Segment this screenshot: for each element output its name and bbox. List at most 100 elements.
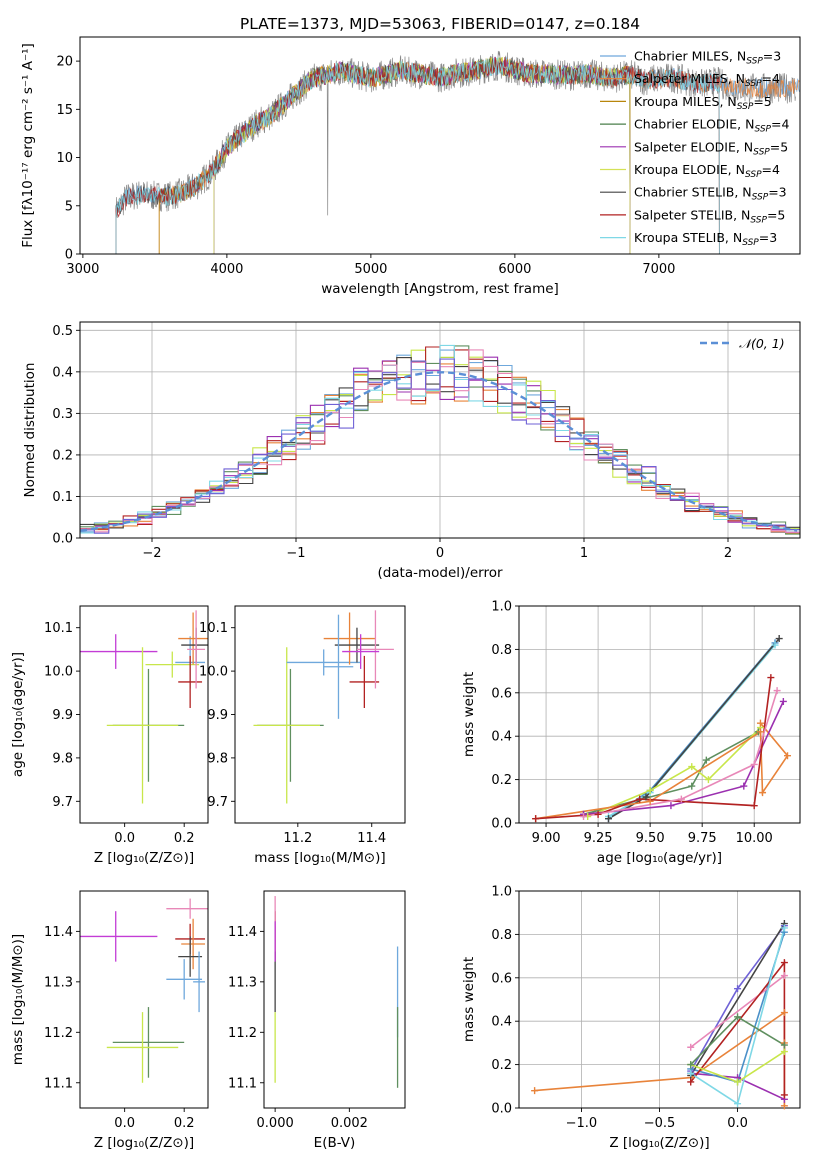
x-tick-label: 9.25 (584, 831, 613, 846)
weight-marker (740, 782, 748, 790)
model-line-3 (213, 56, 631, 254)
axes-weight_vs_age: 9.00 9.25 9.50 9.75 10.00 0.0 0.2 0.4 0.6 0.8 1.0 a… (461, 600, 801, 866)
y-tick-label: 0.2 (52, 448, 73, 463)
y-tick-label: 0.6 (491, 971, 512, 986)
x-axis-label: Z [log₁₀(Z/Z⊙)] (94, 1135, 194, 1151)
weight-marker (646, 797, 654, 805)
axes-spectrum: 3000 4000 5000 6000 7000 0 5 10 15 20 wavelength [… (20, 36, 801, 297)
weight-marker (750, 760, 758, 768)
y-tick-label: 0.0 (491, 1102, 512, 1117)
weight-marker (636, 795, 644, 803)
model-line-6 (115, 58, 720, 254)
x-tick-label: 11.4 (357, 831, 386, 846)
weight-marker (688, 763, 696, 771)
weight-marker (771, 641, 779, 649)
weight-line-3 (583, 731, 759, 816)
weight-marker (750, 802, 758, 810)
y-tick-label: 9.8 (52, 751, 73, 766)
y-tick-label: 11.2 (44, 1026, 73, 1041)
x-axis-label: E(B-V) (314, 1135, 356, 1151)
legend-tail: =3 (768, 185, 786, 200)
legend-sub: SSP (753, 147, 770, 157)
weight-marker (784, 752, 792, 760)
weight-line-4 (587, 726, 762, 818)
y-tick-label: 9.7 (207, 795, 228, 810)
weight-marker (780, 972, 788, 980)
plot-area-age_vs_mass (253, 610, 394, 804)
y-tick-label: 0.0 (491, 817, 512, 832)
weight-marker (642, 793, 650, 801)
plot-area-spectrum (115, 50, 800, 254)
weight-marker (704, 776, 712, 784)
weight-marker (687, 1043, 695, 1051)
y-tick-label: 10 (56, 151, 73, 166)
x-tick-label: 9.75 (688, 831, 717, 846)
weight-marker (580, 812, 588, 820)
legend-sub: SSP (745, 79, 762, 89)
weight-marker (780, 1091, 788, 1099)
weight-marker (780, 1048, 788, 1056)
x-tick-label: 9.00 (532, 831, 561, 846)
x-tick-label: 11.2 (283, 831, 312, 846)
legend-label: Salpeter STELIB, NSSP=5 (634, 207, 785, 225)
weight-marker (767, 674, 775, 682)
normal-curve (80, 371, 798, 532)
weight-marker (779, 697, 787, 705)
weight-marker (780, 1102, 788, 1110)
y-tick-label: 5 (65, 199, 73, 214)
legend-tail: =4 (762, 162, 780, 177)
x-tick-label: 3000 (66, 262, 99, 277)
weight-marker (756, 728, 764, 736)
y-tick-label: 10.1 (44, 621, 73, 636)
y-axis-label: age [log₁₀(age/yr)] (10, 652, 26, 777)
y-tick-label: 0.2 (491, 1058, 512, 1073)
y-tick-label: 10.0 (44, 665, 73, 680)
weight-marker (667, 802, 675, 810)
x-tick-label: 7000 (642, 262, 675, 277)
x-axis-label: mass [log₁₀(M/M⊙)] (254, 850, 385, 866)
y-tick-label: 0.5 (52, 324, 73, 339)
y-axis-label: mass [log₁₀(M/M⊙)] (10, 934, 26, 1065)
weight-marker (734, 1013, 742, 1021)
weight-line-8 (583, 690, 778, 818)
weight-marker (646, 786, 654, 794)
axes-frame (518, 605, 801, 824)
weight-marker (780, 924, 788, 932)
y-tick-label: 11.1 (44, 1076, 73, 1091)
y-tick-label: 0.2 (491, 773, 512, 788)
legend-label: Salpeter MILES, NSSP=4 (634, 71, 780, 89)
weight-marker (687, 1078, 695, 1086)
x-tick-label: 0.0 (114, 1116, 135, 1131)
x-tick-label: −0.5 (644, 1116, 676, 1131)
y-tick-label: 0.8 (491, 643, 512, 658)
weight-marker (687, 1061, 695, 1069)
y-tick-label: 9.7 (52, 795, 73, 810)
y-tick-label: 9.8 (207, 751, 228, 766)
legend-label: Chabrier ELODIE, NSSP=4 (634, 117, 789, 135)
weight-marker (531, 1087, 539, 1095)
y-tick-label: 9.9 (207, 708, 228, 723)
x-tick-label: −2 (142, 546, 161, 561)
y-tick-label: 0.3 (52, 407, 73, 422)
plot-area-age_vs_Z (80, 610, 208, 804)
weight-marker (759, 789, 767, 797)
y-tick-label: 0.4 (491, 1015, 512, 1030)
y-tick-label: 0 (65, 248, 73, 263)
x-tick-label: 0 (436, 546, 444, 561)
legend-sub: SSP (750, 215, 767, 225)
legend-label: Chabrier STELIB, NSSP=3 (634, 185, 787, 203)
x-tick-label: 0.2 (174, 831, 195, 846)
x-tick-label: 4000 (210, 262, 243, 277)
x-axis-label: Z [log₁₀(Z/Z⊙)] (94, 850, 194, 866)
axes-weight_vs_Z: −1.0 −0.5 0.0 0.0 0.2 0.4 0.6 0.8 1.0 Z [log₁₀(Z/… (461, 885, 801, 1151)
y-tick-label: 9.9 (52, 708, 73, 723)
y-tick-label: 11.3 (228, 975, 257, 990)
legend-tail: =5 (767, 207, 785, 222)
weight-line-0 (608, 642, 776, 820)
axes-mass_vs_Z: 0.0 0.2 11.1 11.2 11.3 11.4 Z [log₁₀(Z/Z⊙)] mas… (10, 890, 209, 1151)
y-tick-label: 1.0 (491, 600, 512, 615)
legend-tail: =3 (759, 230, 777, 245)
legend-label: Kroupa ELODIE, NSSP=4 (634, 162, 780, 180)
y-tick-label: 20 (56, 55, 73, 70)
